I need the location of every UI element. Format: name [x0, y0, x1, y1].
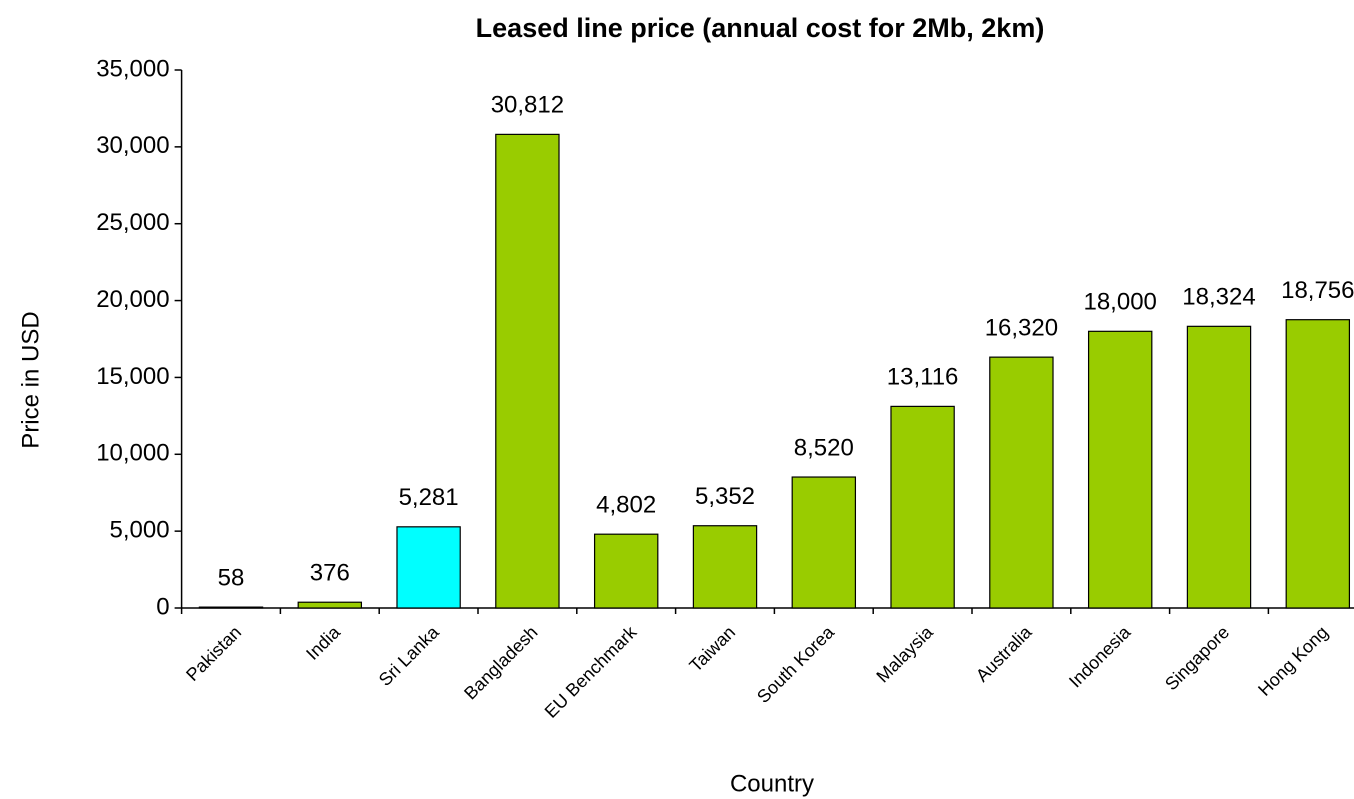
y-tick-label: 0: [156, 593, 169, 620]
x-tick-label: EU Benchmark: [541, 621, 641, 721]
x-tick-label: Malaysia: [872, 621, 937, 686]
data-label: 18,756: [1281, 277, 1354, 304]
bar: [1285, 319, 1351, 609]
x-tick-label: Hong Kong: [1254, 622, 1332, 700]
y-axis-title: Price in USD: [17, 311, 44, 448]
data-label: 8,520: [794, 434, 854, 461]
bar: [1186, 325, 1252, 609]
data-label: 18,324: [1182, 284, 1255, 311]
data-label: 4,802: [596, 492, 656, 519]
x-tick-label: Singapore: [1161, 622, 1233, 694]
bar: [692, 525, 758, 609]
y-tick-label: 35,000: [96, 55, 169, 82]
x-tick-label: India: [302, 621, 344, 663]
y-tick-label: 20,000: [96, 286, 169, 313]
x-axis-title: Country: [730, 770, 814, 797]
bar: [297, 601, 363, 609]
y-tick-label: 25,000: [96, 209, 169, 236]
y-tick-label: 5,000: [110, 516, 170, 543]
x-tick-label: Sri Lanka: [375, 621, 444, 690]
bar: [791, 476, 857, 609]
y-tick-label: 10,000: [96, 440, 169, 467]
bar: [495, 133, 560, 609]
x-tick-label: Indonesia: [1065, 621, 1135, 691]
y-tick-label: 15,000: [96, 363, 169, 390]
data-label: 13,116: [887, 364, 959, 391]
data-label: 5,352: [695, 483, 755, 510]
x-tick-label: Taiwan: [685, 622, 739, 676]
data-label: 58: [218, 564, 245, 591]
x-tick-label: Australia: [972, 621, 1036, 685]
bar: [989, 356, 1054, 609]
bar: [396, 526, 461, 609]
y-tick-label: 30,000: [96, 132, 169, 159]
x-tick-label: Pakistan: [182, 622, 245, 685]
bar: [890, 405, 955, 609]
data-label: 30,812: [491, 92, 564, 119]
data-label: 18,000: [1083, 289, 1156, 316]
bar: [1087, 330, 1153, 609]
data-label: 5,281: [399, 484, 459, 511]
data-label: 16,320: [985, 314, 1058, 341]
x-tick-label: South Korea: [753, 621, 839, 707]
bar: [593, 533, 659, 609]
chart-title: Leased line price (annual cost for 2Mb, …: [476, 13, 1045, 43]
x-tick-label: Bangladesh: [460, 622, 541, 703]
bar: [198, 606, 264, 609]
data-label: 376: [310, 560, 350, 587]
